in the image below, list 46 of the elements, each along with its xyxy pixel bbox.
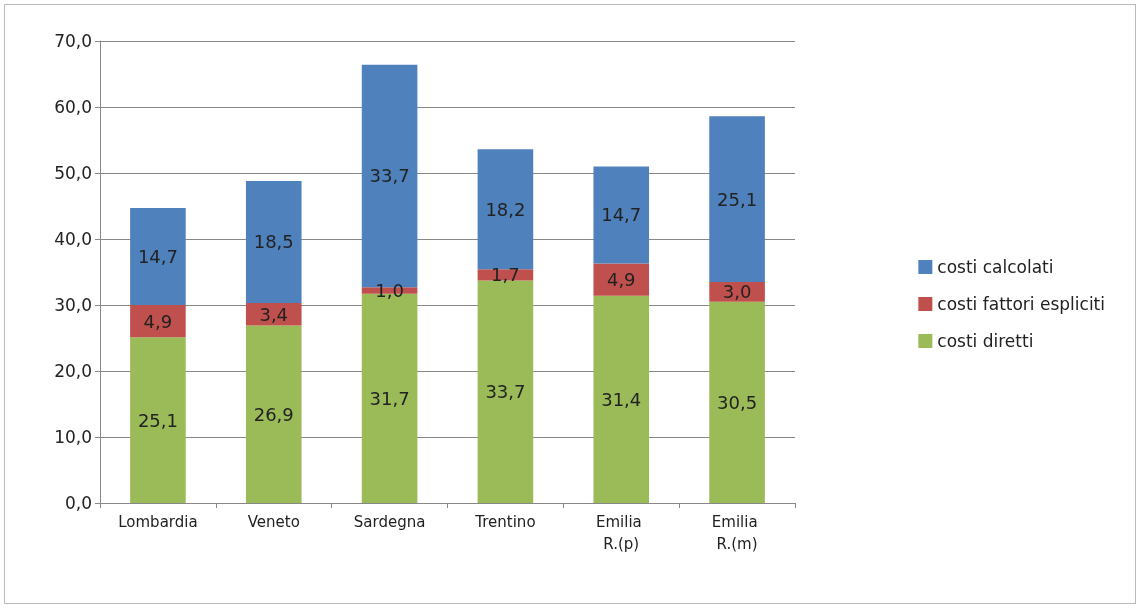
- x-tick-label: Trentino: [474, 513, 536, 531]
- data-label: 1,7: [491, 264, 520, 286]
- data-label: 33,7: [369, 165, 410, 187]
- data-label: 4,9: [143, 310, 173, 332]
- data-label: 18,5: [253, 231, 294, 253]
- bar: [709, 116, 765, 282]
- data-label: 26,9: [253, 403, 294, 425]
- data-label: 30,5: [717, 391, 758, 413]
- data-label: 33,7: [485, 381, 526, 403]
- bar: [130, 337, 186, 503]
- data-label: 31,7: [369, 387, 410, 409]
- bar: [130, 207, 186, 305]
- bar: [477, 269, 534, 281]
- y-tick-label: 0,0: [64, 493, 92, 513]
- data-label: 4,9: [606, 269, 636, 291]
- y-tick-label: 10,0: [54, 427, 92, 447]
- bar: [245, 325, 302, 503]
- y-tick-label: 70,0: [54, 31, 92, 51]
- bar: [130, 305, 186, 338]
- y-tick-label: 30,0: [54, 295, 92, 315]
- data-label: 14,7: [601, 204, 642, 226]
- bar: [593, 166, 650, 264]
- x-tick-label: Lombardia: [118, 513, 198, 531]
- x-tick-label: Emilia R.(p): [595, 513, 647, 553]
- data-label: 31,4: [601, 388, 642, 410]
- y-tick-label: 40,0: [54, 229, 92, 249]
- bar: [593, 263, 650, 296]
- y-tick-label: 20,0: [54, 361, 92, 381]
- bar: [709, 301, 765, 503]
- data-label: 18,2: [485, 198, 526, 220]
- data-label: 25,1: [137, 409, 178, 431]
- y-tick-label: 60,0: [54, 97, 92, 117]
- legend-label: costi fattori espliciti: [937, 294, 1106, 314]
- data-label: 3,4: [259, 303, 289, 325]
- data-label: 25,1: [717, 188, 758, 210]
- data-label: 3,0: [722, 281, 752, 303]
- x-tick-label: Sardegna: [353, 513, 426, 531]
- x-tick-label: Veneto: [247, 513, 300, 531]
- data-label: 14,7: [137, 245, 178, 267]
- y-tick-label: 50,0: [54, 163, 92, 183]
- x-tick-label: Emilia R.(m): [711, 513, 763, 553]
- legend-label: costi diretti: [937, 331, 1034, 351]
- bar: [477, 149, 534, 270]
- bar: [245, 180, 302, 304]
- bar: [593, 295, 650, 503]
- legend-label: costi calcolati: [937, 257, 1054, 277]
